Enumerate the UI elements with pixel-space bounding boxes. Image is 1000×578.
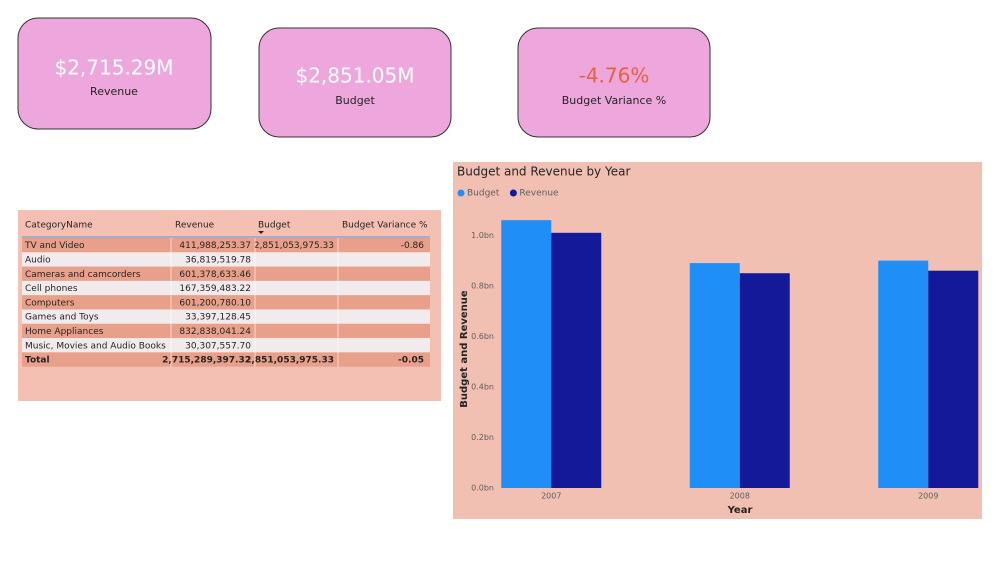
bar [878, 260, 929, 488]
sort-arrow [258, 231, 264, 234]
table-cell: Cell phones [25, 284, 78, 294]
table-row [22, 338, 430, 353]
table-cell: Home Appliances [25, 327, 104, 337]
y-tick-label: 0.6bn [471, 332, 494, 341]
table-row [22, 309, 430, 324]
table-row [22, 295, 430, 310]
column-header: Budget Variance % [342, 221, 428, 231]
card-value: $2,851.05M [295, 64, 414, 88]
table-row [22, 252, 430, 267]
card [517, 27, 711, 138]
table-row [22, 266, 430, 281]
column-header: Budget [258, 221, 291, 231]
y-axis-title: Budget and Revenue [459, 290, 470, 408]
legend-marker [509, 189, 517, 197]
x-tick-label: 2007 [541, 492, 561, 501]
table-cell: 167,359,483.22 [179, 284, 251, 294]
table-cell: 2,851,053,975.33 [254, 241, 334, 251]
table-cell: 2,851,053,975.33 [245, 356, 334, 366]
x-tick-label: 2009 [918, 492, 938, 501]
table-cell: 33,397,128.45 [185, 313, 251, 323]
x-axis-title: Year [727, 505, 753, 516]
card-value: -4.76% [579, 64, 650, 88]
table-cell: 601,378,633.46 [179, 270, 251, 280]
table-cell: Music, Movies and Audio Books [25, 341, 166, 351]
card-label: Budget [335, 94, 375, 107]
table-row [22, 323, 430, 339]
y-tick-label: 1.0bn [471, 231, 494, 240]
table-row [22, 238, 430, 253]
column-header: Revenue [175, 221, 215, 231]
table-cell: 30,307,557.70 [185, 341, 251, 351]
table-cell: 411,988,253.37 [179, 241, 251, 251]
bar [501, 220, 552, 489]
table-cell: -0.05 [398, 356, 424, 366]
card-label: Revenue [90, 85, 138, 98]
column-header: CategoryName [25, 221, 93, 231]
table-cell: 36,819,519.78 [185, 255, 251, 265]
table-cell: 832,838,041.24 [179, 327, 251, 337]
bar [551, 232, 602, 488]
table-row [22, 352, 430, 367]
table-cell: -0.86 [401, 241, 425, 251]
y-tick-label: 0.0bn [471, 484, 494, 493]
card-value: $2,715.29M [54, 56, 173, 80]
legend-label: Revenue [519, 189, 559, 199]
table-cell: Games and Toys [25, 313, 99, 323]
y-tick-label: 0.2bn [471, 433, 494, 442]
y-tick-label: 0.8bn [471, 281, 494, 290]
bar [739, 273, 790, 488]
legend-marker [457, 189, 465, 197]
card [258, 27, 452, 138]
table-cell: 601,200,780.10 [179, 298, 251, 308]
table-cell: Total [25, 356, 50, 366]
table-cell: Computers [25, 298, 75, 308]
table-row [22, 280, 430, 296]
table-cell: 2,715,289,397.32 [162, 356, 251, 366]
legend-label: Budget [467, 189, 500, 199]
bar [689, 263, 740, 488]
x-tick-label: 2008 [730, 492, 750, 501]
bar [928, 270, 979, 488]
card-label: Budget Variance % [562, 94, 667, 107]
card [17, 17, 212, 130]
y-tick-label: 0.4bn [471, 382, 494, 391]
table-cell: Cameras and camcorders [25, 270, 141, 280]
table-cell: TV and Video [24, 241, 85, 251]
chart-title: Budget and Revenue by Year [457, 165, 630, 179]
table-cell: Audio [25, 255, 51, 265]
